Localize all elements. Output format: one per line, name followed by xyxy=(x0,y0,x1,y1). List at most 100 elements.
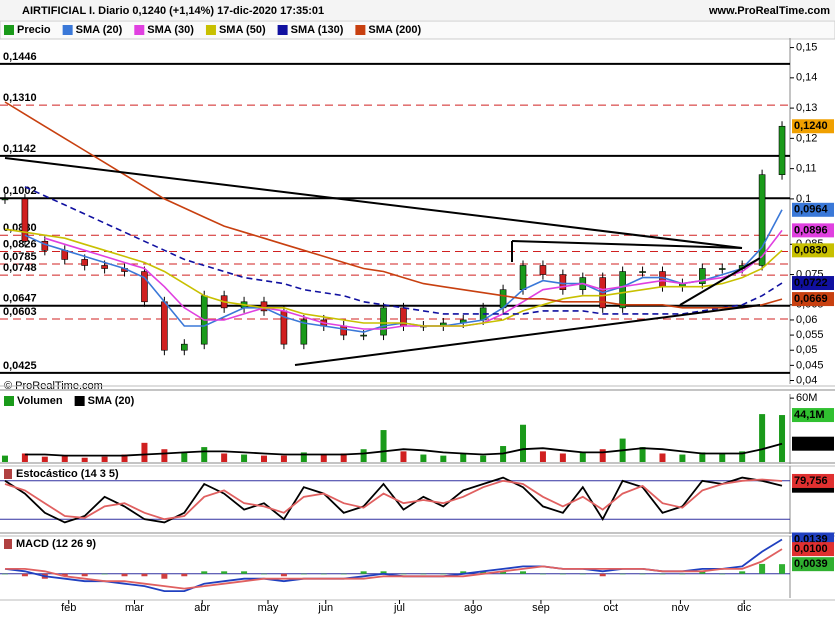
bar xyxy=(280,455,287,462)
panel: Estocástico (14 3 5)72,38579,756 xyxy=(0,462,835,537)
legend-label: Precio xyxy=(17,24,51,36)
bar xyxy=(101,456,108,462)
y-tick-label: 0,055 xyxy=(796,329,824,341)
end-label: 0,1240 xyxy=(794,120,828,132)
bar xyxy=(420,454,427,462)
trend-line xyxy=(4,157,743,249)
bar xyxy=(340,453,347,462)
end-label-box xyxy=(792,276,834,291)
x-tick-label: feb xyxy=(61,602,76,614)
x-tick-label: may xyxy=(258,602,279,614)
histogram xyxy=(380,571,387,574)
bar xyxy=(41,456,48,462)
histogram xyxy=(221,571,228,574)
end-label-box xyxy=(792,408,834,423)
histogram xyxy=(400,573,407,575)
level-label: 0,0603 xyxy=(3,306,37,318)
level-label: 0,0425 xyxy=(3,360,37,372)
bar xyxy=(300,452,307,462)
candle xyxy=(758,174,766,266)
bar xyxy=(460,453,467,462)
candle xyxy=(559,274,567,290)
end-label: 0,0964 xyxy=(794,204,829,216)
end-label: 44,1M xyxy=(794,409,825,421)
panel: 60M Volumen 44,1M SMA (20) 17,2M xyxy=(0,389,835,467)
legend-label: SMA (20) xyxy=(76,24,123,36)
histogram xyxy=(201,571,208,574)
bar xyxy=(320,454,327,462)
legend-swatch xyxy=(4,25,14,35)
histogram xyxy=(779,564,786,574)
y-tick-label: 0,12 xyxy=(796,132,817,144)
histogram xyxy=(639,573,646,575)
bar xyxy=(679,454,686,462)
bar xyxy=(221,453,228,462)
candle xyxy=(699,268,706,284)
histogram xyxy=(539,573,546,575)
histogram xyxy=(241,571,248,574)
panel: feb mar abr may jun jul ago sep oct nov dic MACD (1… xyxy=(0,532,835,614)
histogram xyxy=(460,571,467,574)
candle xyxy=(340,325,347,336)
y-tick-label: 0,11 xyxy=(796,163,817,175)
bar xyxy=(739,451,746,462)
y-tick-label: 0,045 xyxy=(796,359,824,371)
candle xyxy=(360,334,367,337)
bar xyxy=(1,455,8,462)
legend-swatch xyxy=(4,396,14,406)
histogram xyxy=(619,573,626,575)
level-label: 0,0826 xyxy=(3,238,37,250)
end-label-box xyxy=(792,292,834,307)
legend-label: SMA (20) xyxy=(88,395,135,407)
y-tick-label: 0,05 xyxy=(796,344,817,356)
candle xyxy=(778,125,786,175)
histogram xyxy=(81,573,88,577)
histogram xyxy=(21,573,28,577)
end-label: 0,0722 xyxy=(794,277,828,289)
candle xyxy=(519,265,527,290)
bar xyxy=(260,455,267,462)
candle xyxy=(1,198,9,201)
bar xyxy=(241,454,248,462)
histogram xyxy=(500,571,507,574)
candle xyxy=(619,271,626,309)
bar xyxy=(360,449,367,462)
histogram xyxy=(480,571,487,574)
histogram xyxy=(340,573,347,575)
histogram xyxy=(679,573,686,575)
series-line xyxy=(24,186,783,315)
legend-swatch xyxy=(62,25,73,35)
candle xyxy=(101,265,108,269)
candle xyxy=(718,268,726,270)
legend-swatch xyxy=(74,396,85,406)
legend-swatch xyxy=(277,25,288,35)
level-label: 0,0785 xyxy=(3,251,37,263)
series-line xyxy=(4,478,783,521)
candle xyxy=(300,319,308,345)
level-label: 0,1446 xyxy=(3,51,37,63)
bar xyxy=(520,424,527,462)
panel-title: Estocástico (14 3 5) xyxy=(16,468,119,480)
series-line xyxy=(4,228,783,327)
level-label: 0,0748 xyxy=(3,262,37,274)
legend-label: SMA (50) xyxy=(219,24,266,36)
histogram xyxy=(101,573,108,575)
bar xyxy=(659,453,666,462)
bar xyxy=(440,455,447,462)
legend-label: SMA (30) xyxy=(147,24,194,36)
end-label-box xyxy=(792,202,834,217)
bar xyxy=(141,442,148,462)
bar xyxy=(559,453,566,462)
end-label-box xyxy=(792,436,834,451)
x-tick-label: oct xyxy=(603,602,618,614)
candle xyxy=(161,301,168,351)
histogram xyxy=(280,573,287,577)
panel-icon xyxy=(4,539,12,549)
histogram xyxy=(440,573,447,575)
histogram xyxy=(320,573,327,575)
series-line xyxy=(24,442,783,457)
end-label: 0,0039 xyxy=(794,558,828,570)
bar xyxy=(639,447,646,462)
legend-label: SMA (130) xyxy=(291,24,344,36)
end-label-box xyxy=(792,557,834,572)
